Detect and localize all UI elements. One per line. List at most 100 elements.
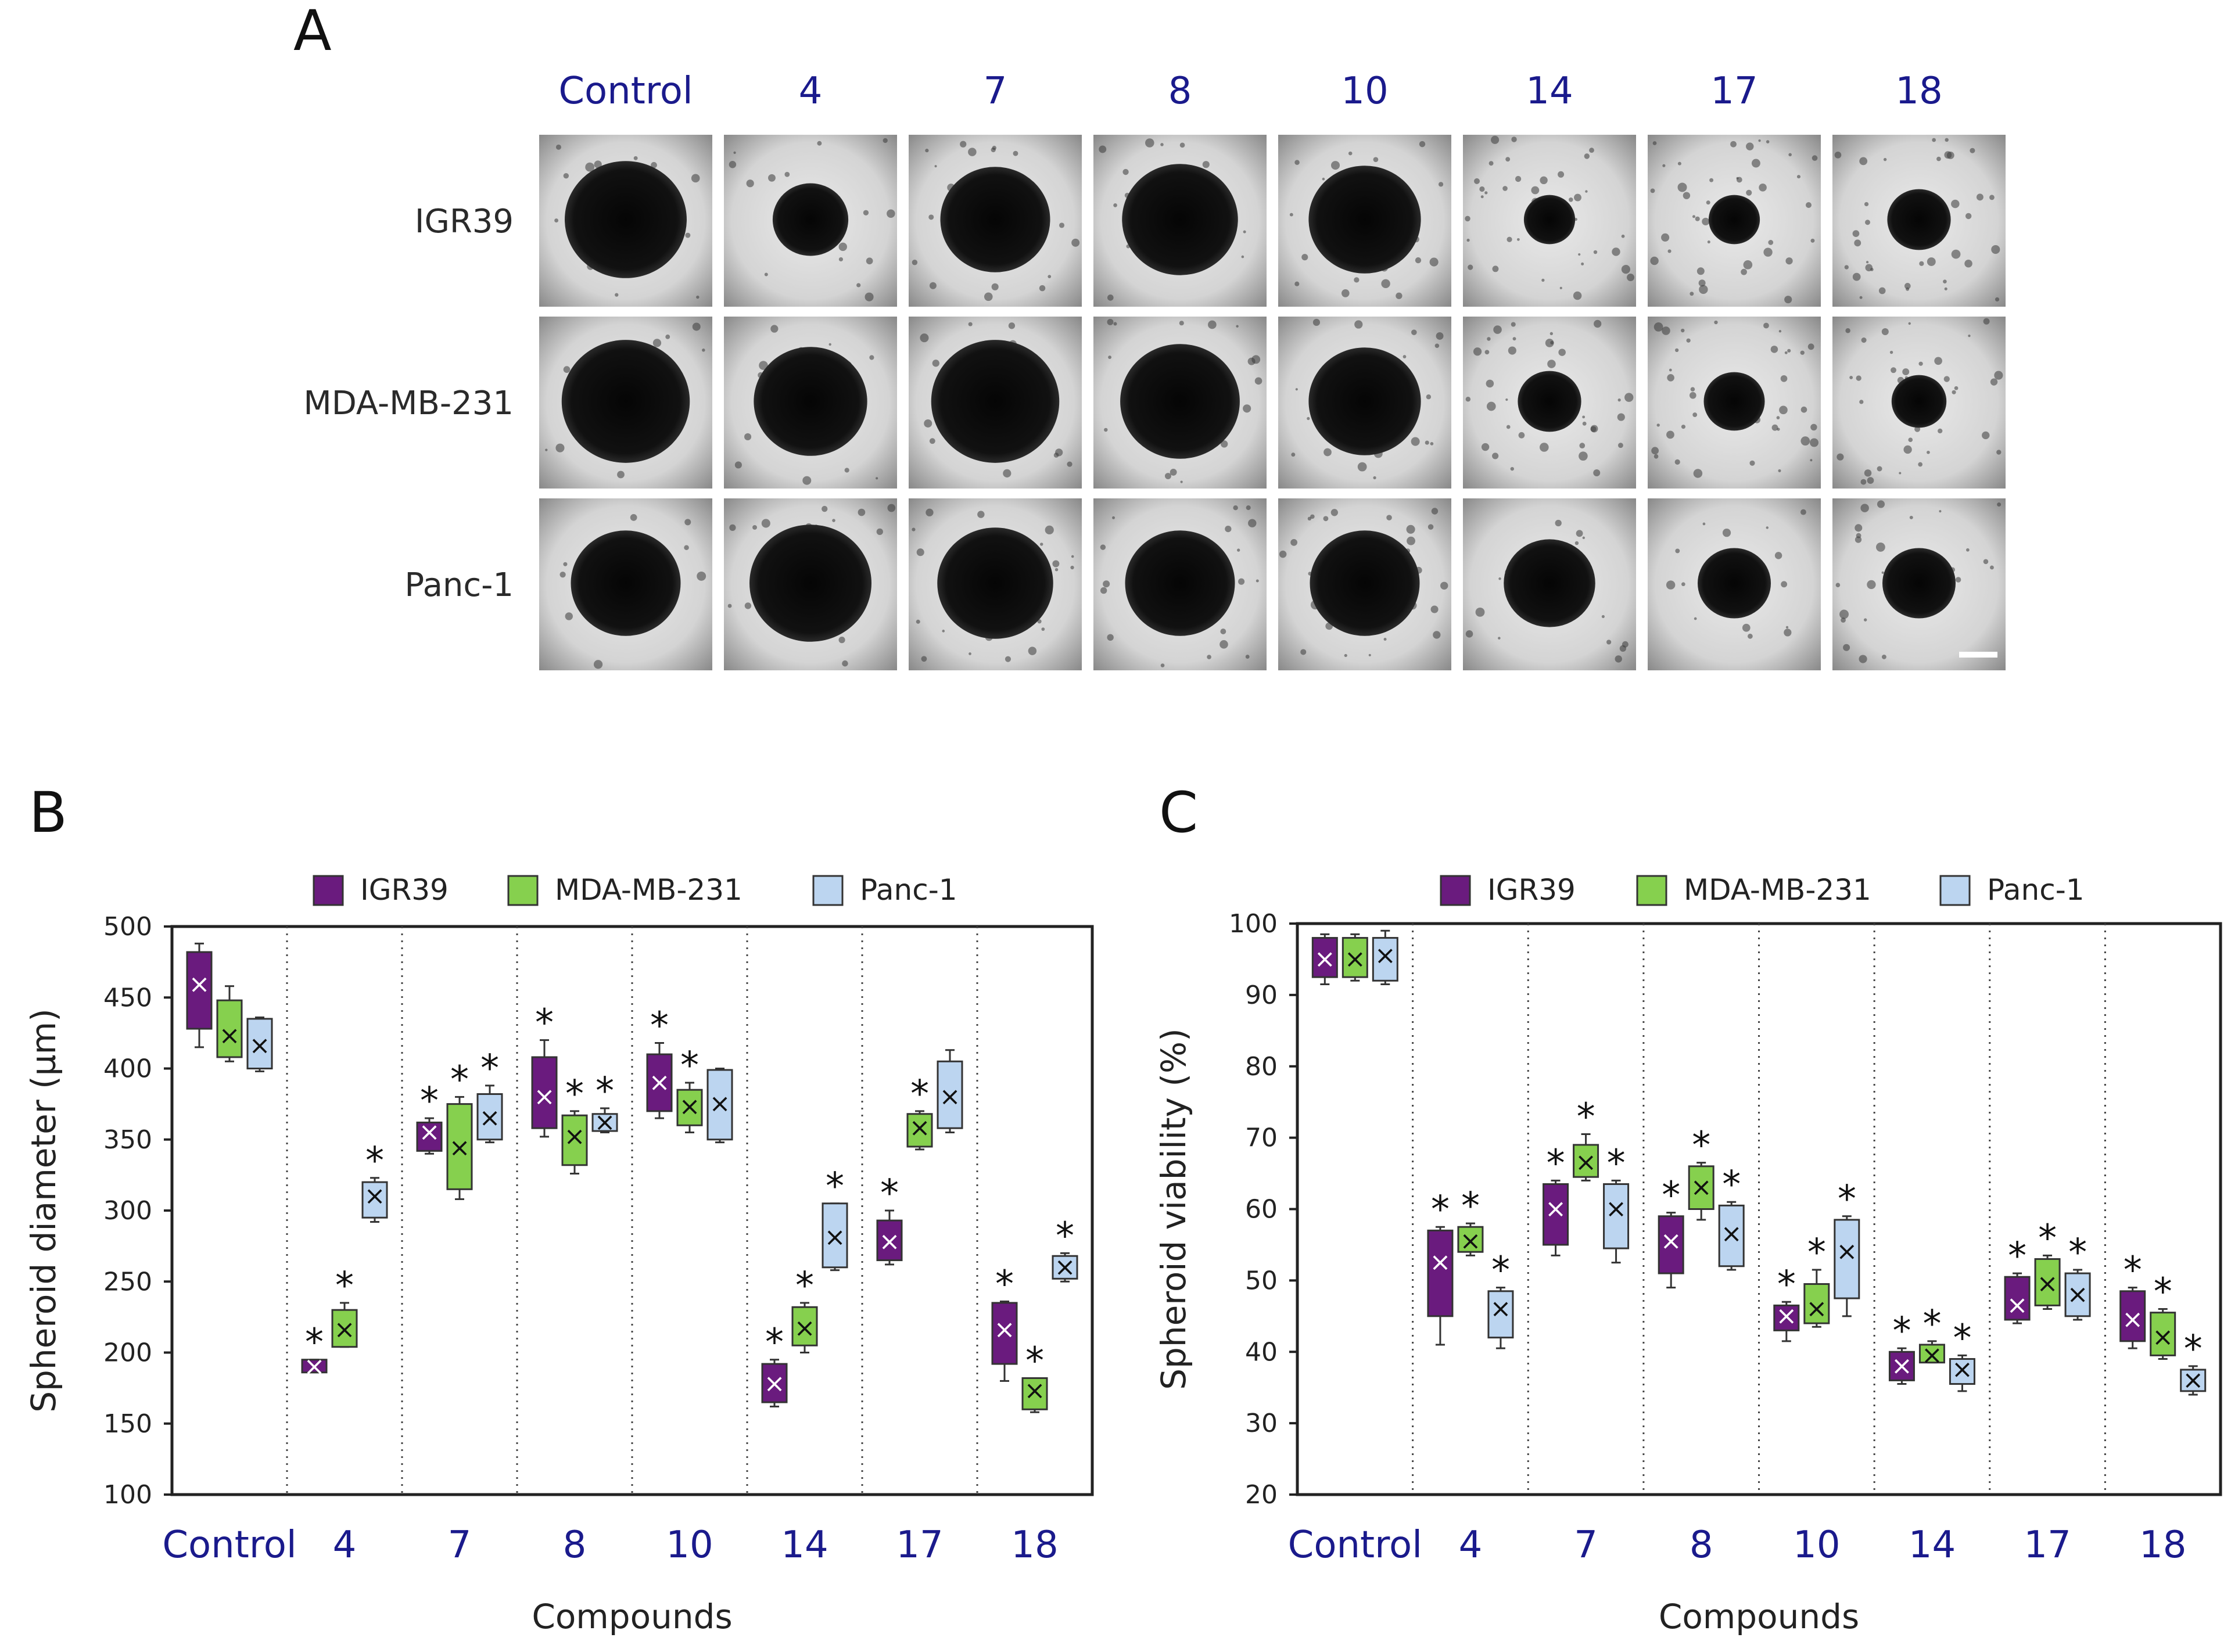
debris: [1943, 376, 1950, 382]
debris: [924, 419, 932, 428]
debris: [1990, 565, 1994, 570]
debris: [752, 525, 757, 530]
debris: [842, 660, 848, 667]
debris: [876, 528, 883, 536]
debris: [844, 468, 849, 473]
debris: [684, 545, 689, 550]
box-mda-mb-231: [446, 1103, 473, 1190]
mean-marker: ×: [649, 1068, 670, 1097]
significance-star: *: [305, 1321, 324, 1364]
significance-star: *: [2154, 1271, 2172, 1314]
debris: [1694, 617, 1697, 620]
significance-star: *: [826, 1165, 844, 1208]
box-panc-1: [1372, 937, 1398, 982]
box-panc-1: [1052, 1255, 1078, 1280]
debris: [1622, 641, 1629, 648]
debris: [1995, 297, 2000, 302]
debris: [1743, 260, 1753, 270]
debris: [1662, 164, 1666, 167]
significance-star: *: [1892, 1310, 1911, 1353]
debris: [1487, 337, 1491, 341]
debris: [1550, 340, 1554, 345]
debris: [1099, 145, 1107, 153]
debris: [1878, 287, 1886, 295]
debris: [832, 519, 835, 522]
mean-marker: ×: [1054, 1252, 1076, 1282]
debris: [1918, 462, 1923, 467]
legend-label: IGR39: [360, 873, 449, 907]
significance-star: *: [1025, 1340, 1044, 1383]
debris: [1415, 257, 1422, 264]
box-igr39: [301, 1359, 328, 1374]
legend-label: Panc-1: [1987, 873, 2085, 907]
debris: [1225, 525, 1232, 533]
debris: [1312, 318, 1321, 326]
mean-marker: ×: [1605, 1194, 1627, 1224]
debris: [1800, 350, 1805, 355]
debris: [1651, 447, 1659, 455]
debris: [1406, 525, 1415, 534]
spheroid: [940, 167, 1050, 272]
mean-marker: ×: [1575, 1148, 1597, 1177]
debris: [768, 174, 776, 182]
x-axis-title: Compounds: [532, 1597, 732, 1636]
debris: [1909, 515, 1913, 519]
significance-star: *: [1662, 1175, 1680, 1218]
debris: [866, 257, 873, 265]
debris: [545, 448, 548, 451]
debris: [1617, 413, 1625, 421]
mean-marker: ×: [994, 1315, 1016, 1344]
debris: [1677, 182, 1687, 192]
box-mda-mb-231: [906, 1113, 933, 1148]
debris: [1508, 346, 1516, 355]
debris: [1531, 186, 1540, 195]
debris: [1466, 238, 1470, 242]
debris: [1692, 215, 1696, 218]
debris: [1852, 230, 1860, 238]
box-mda-mb-231: [1457, 1226, 1484, 1253]
debris: [1429, 257, 1439, 267]
debris: [1493, 325, 1502, 334]
debris: [1322, 177, 1325, 181]
debris: [1310, 514, 1315, 519]
debris: [991, 147, 996, 153]
debris: [1747, 633, 1753, 639]
debris: [1545, 339, 1554, 347]
debris: [1431, 508, 1439, 515]
debris: [1784, 296, 1792, 304]
spheroid: [561, 340, 690, 463]
spheroid: [1698, 548, 1771, 619]
debris: [1810, 459, 1813, 462]
debris: [684, 519, 691, 526]
debris: [1518, 432, 1525, 439]
box-mda-mb-231: [1342, 937, 1368, 978]
y-tick-label: 50: [1245, 1266, 1278, 1295]
debris: [729, 524, 736, 531]
spheroid: [754, 347, 867, 456]
debris: [1692, 412, 1698, 417]
x-tick-label: 14: [781, 1524, 828, 1567]
significance-star: *: [2008, 1235, 2026, 1278]
significance-star: *: [2038, 1217, 2057, 1260]
debris: [733, 151, 736, 155]
debris: [1492, 265, 1499, 272]
debris: [1071, 555, 1074, 558]
spheroid: [1504, 539, 1595, 627]
debris: [1512, 337, 1516, 341]
debris: [1864, 469, 1872, 477]
mean-marker: ×: [219, 1021, 241, 1050]
debris: [1997, 502, 2002, 507]
debris: [1656, 423, 1660, 427]
debris: [1770, 346, 1778, 353]
debris: [585, 162, 595, 172]
mean-marker: ×: [1344, 944, 1366, 974]
mean-marker: ×: [709, 1089, 731, 1119]
legend-swatch: [313, 875, 344, 906]
debris: [1013, 150, 1018, 156]
spheroid: [772, 183, 849, 256]
debris: [1555, 519, 1562, 527]
debris: [1870, 268, 1874, 271]
mean-marker: ×: [1314, 944, 1336, 974]
mean-marker: ×: [534, 1082, 555, 1111]
legend-swatch: [1636, 875, 1667, 906]
